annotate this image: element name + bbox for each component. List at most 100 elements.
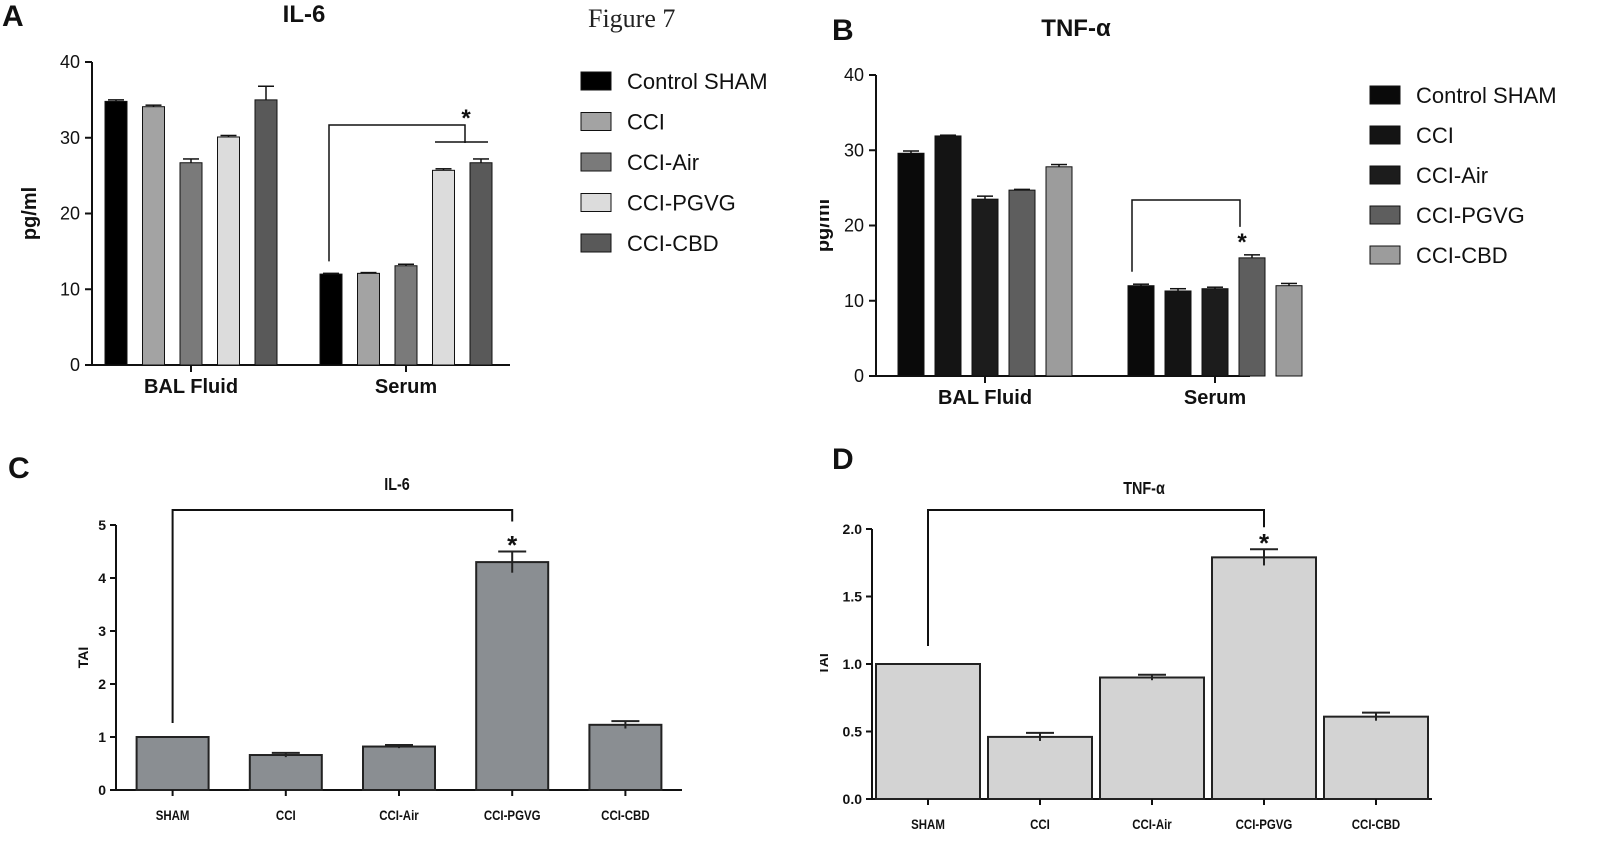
chart-b-bar (1127, 285, 1155, 377)
chart-b-bar (1238, 257, 1266, 377)
chart-a-y-tick-label: 0 (70, 355, 80, 375)
chart-d-title: TNF-α (1123, 479, 1165, 499)
chart-c-y-tick-label: 4 (98, 570, 106, 586)
chart-c-x-tick-label: CCI-CBD (601, 807, 649, 823)
chart-a-bar (469, 162, 493, 366)
chart-c-y-tick-label: 5 (98, 517, 106, 533)
chart-c-x-tick-label: CCI (276, 807, 296, 823)
chart-b-bar (1275, 285, 1303, 377)
chart-b-title: TNF-α (1041, 15, 1111, 42)
chart-b-bar (934, 135, 962, 377)
chart-c-bar (588, 723, 663, 791)
chart-b-legend-label: CCI (1416, 123, 1454, 148)
chart-b-legend-label: CCI-CBD (1416, 243, 1508, 268)
chart-d-bar (1211, 556, 1317, 800)
chart-b-y-tick-label: 0 (854, 366, 864, 386)
chart-c-bar (248, 754, 323, 791)
chart-c-x-tick-label: SHAM (156, 807, 190, 823)
chart-a-legend-swatch (580, 71, 612, 91)
chart-c-bar (475, 561, 550, 791)
chart-d-y-tick-label: 0.0 (843, 791, 863, 807)
chart-d-x-tick-label: SHAM (911, 816, 945, 832)
chart-a-title: IL-6 (283, 1, 326, 28)
chart-c-significance-star: * (507, 530, 518, 560)
chart-a-bar (394, 265, 418, 366)
chart-b-bar (971, 198, 999, 377)
chart-d-y-tick-label: 0.5 (843, 724, 863, 740)
chart-b-bar (1045, 166, 1073, 377)
panel-letter-d: D (832, 443, 854, 476)
chart-a-bar (432, 169, 455, 366)
chart-a-legend-swatch (580, 233, 612, 253)
chart-d-y-tick-label: 1.5 (843, 589, 863, 605)
chart-c-title: IL-6 (384, 475, 410, 495)
chart-a-bar (319, 273, 343, 366)
chart-d-x-tick-label: CCI (1030, 816, 1050, 832)
chart-b-x-tick-label: BAL Fluid (938, 387, 1032, 409)
chart-b-bar (1201, 288, 1229, 377)
chart-b-bar (897, 152, 925, 377)
chart-b-y-axis-label: pg/ml (820, 199, 834, 252)
chart-d-significance-star: * (1259, 528, 1270, 558)
chart-c-x-tick-label: CCI-PGVG (484, 807, 541, 823)
chart-a-legend-swatch (580, 112, 612, 131)
chart-b-y-tick-label: 10 (844, 291, 864, 311)
chart-d-bar (875, 663, 981, 800)
chart-a-bar (357, 272, 380, 366)
chart-d-y-axis-label: TAI (820, 653, 831, 675)
chart-b-legend-swatch (1369, 125, 1401, 145)
chart-b-legend-swatch (1369, 205, 1401, 225)
figure-title: Figure 7 (588, 4, 676, 33)
chart-b-y-tick-label: 30 (844, 140, 864, 160)
chart-a-legend-label: CCI-CBD (627, 231, 719, 256)
chart-d-bar (1099, 676, 1205, 800)
chart-a-legend-label: Control SHAM (627, 69, 768, 94)
chart-d-x-tick-label: CCI-CBD (1352, 816, 1400, 832)
chart-a-y-tick-label: 40 (60, 52, 80, 72)
chart-c-significance-bracket (171, 509, 514, 723)
chart-d-y-tick-label: 1.0 (843, 656, 863, 672)
chart-b-significance-star: * (1237, 229, 1247, 256)
chart-b-x-tick-label: Serum (1184, 387, 1246, 409)
chart-a-y-tick-label: 30 (60, 128, 80, 148)
chart-a-legend-label: CCI (627, 110, 665, 135)
chart-a-x-tick-label: BAL Fluid (144, 376, 238, 398)
chart-a-il6-pgml: IL-6 pg/ml 0 10 20 30 40 BAL Fluid Serum Control … (19, 1, 768, 398)
chart-c-y-axis-label: TAI (75, 647, 91, 669)
chart-b-y-tick-label: 40 (844, 65, 864, 85)
panel-letter-b: B (832, 14, 854, 47)
chart-b-y-tick-label: 20 (844, 216, 864, 236)
chart-c-y-tick-label: 1 (98, 729, 106, 745)
chart-a-y-tick-label: 10 (60, 279, 80, 299)
chart-b-legend-label: CCI-Air (1416, 163, 1488, 188)
chart-a-bar (104, 100, 128, 366)
chart-c-il6-tai: IL-6 TAI 0 1 2 3 4 5 SHAM CCI CCI-Air CCI-PGVG CCI-C… (75, 475, 682, 823)
chart-a-y-axis-label: pg/ml (19, 187, 41, 240)
chart-d-y-tick-label: 2.0 (843, 521, 863, 537)
chart-d-x-tick-label: CCI-Air (1132, 816, 1172, 832)
chart-a-legend-swatch (580, 193, 612, 212)
chart-b-bar (1008, 189, 1036, 377)
panel-letter-a: A (2, 0, 24, 33)
chart-d-tnfa-tai: TNF-α TAI 0.0 0.5 1.0 1.5 2.0 SHAM CCI CCI-Air CCI… (820, 479, 1432, 832)
chart-a-significance-bracket (328, 124, 466, 262)
chart-d-bar (1323, 715, 1429, 800)
chart-a-x-tick-label: Serum (375, 376, 437, 398)
chart-b-legend-swatch (1369, 245, 1401, 265)
chart-c-bar (135, 736, 210, 791)
chart-c-y-tick-label: 0 (98, 782, 106, 798)
chart-d-bar (987, 735, 1093, 800)
chart-d-significance-bracket (927, 509, 1265, 646)
chart-b-legend-label: CCI-PGVG (1416, 203, 1525, 228)
chart-a-legend-label: CCI-Air (627, 150, 699, 175)
panel-letter-c: C (8, 452, 30, 485)
chart-a-bar (217, 136, 240, 366)
chart-b-bar (1164, 290, 1192, 377)
chart-a-legend-swatch (580, 152, 612, 172)
chart-b-legend-swatch (1369, 165, 1401, 185)
chart-a-significance-star: * (461, 105, 471, 132)
chart-b-significance-bracket (1131, 199, 1241, 272)
chart-b-tnfa-pgml: TNF-α pg/ml 0 10 20 30 40 BAL Fluid Serum Control… (820, 15, 1557, 409)
chart-a-y-tick-label: 20 (60, 204, 80, 224)
